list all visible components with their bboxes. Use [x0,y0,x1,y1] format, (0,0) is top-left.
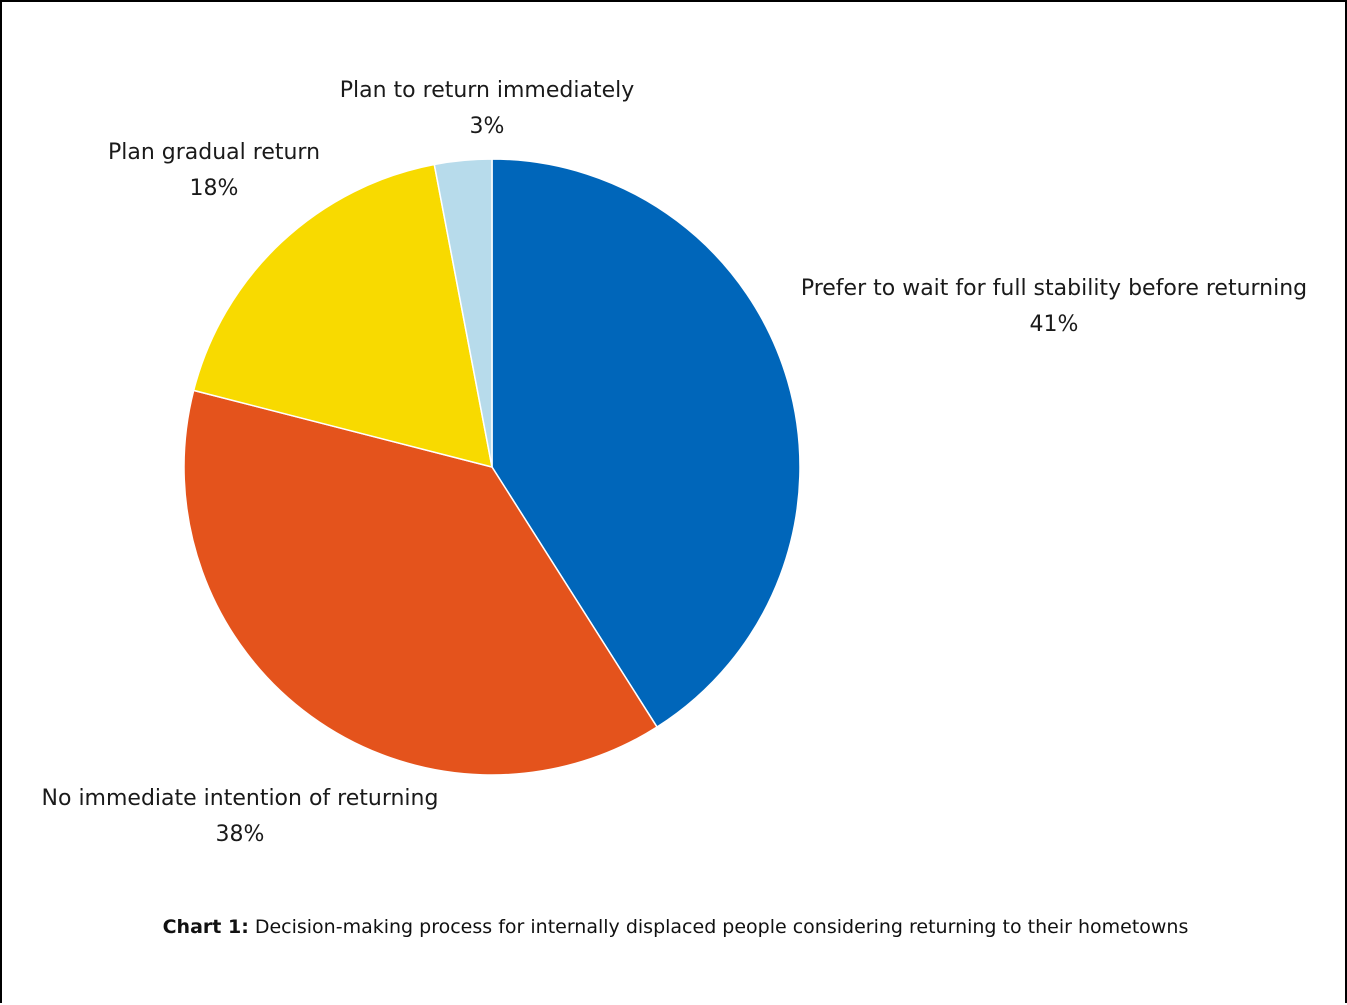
slice-category-label: Prefer to wait for full stability before… [801,276,1307,301]
pie-slice-prefer-to-wait-for-full-stability-before-returning [491,158,801,729]
caption-label: Chart 1: [162,916,249,938]
caption-text: Decision-making process for internally d… [248,916,1189,938]
slice-category-label: No immediate intention of returning [42,786,439,811]
slice-category-label: Plan gradual return [108,140,320,165]
pie-slice-no-immediate-intention-of-returning [183,389,659,776]
slice-category-label: Plan to return immediately [340,78,635,103]
chart-caption: Chart 1: Decision-making process for int… [2,916,1347,938]
pie-slice-plan-to-return-immediately [433,158,493,468]
slice-value-label: 3% [470,114,505,139]
slice-value-label: 18% [190,176,239,201]
pie-slice-plan-gradual-return [192,163,493,469]
slice-value-label: 38% [216,822,265,847]
slice-value-label: 41% [1030,312,1079,337]
